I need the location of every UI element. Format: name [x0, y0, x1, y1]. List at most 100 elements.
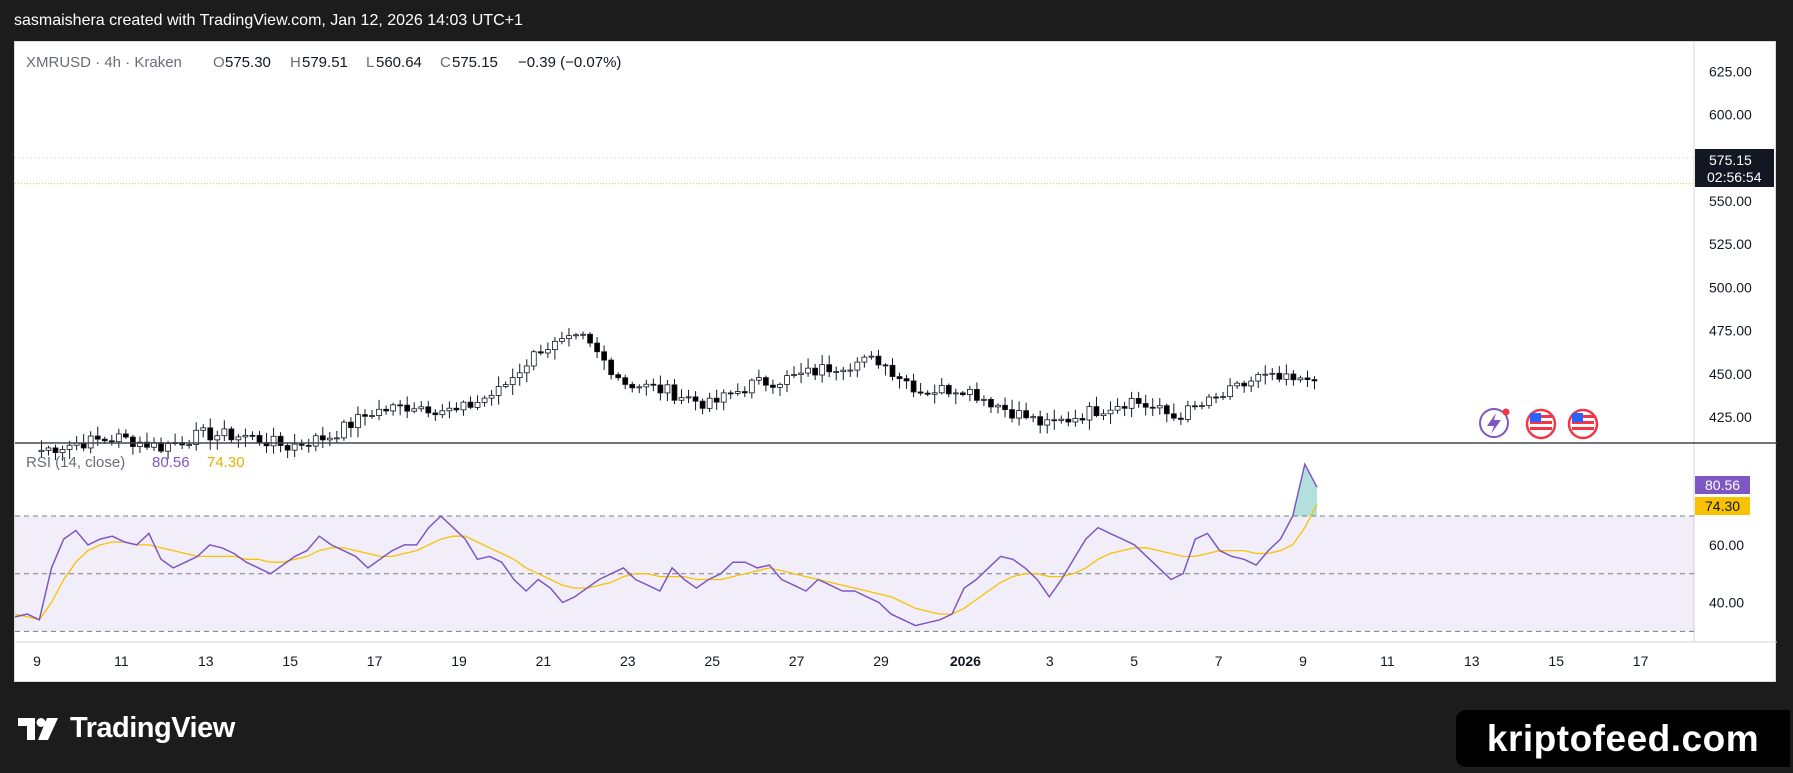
candle-body-up [1262, 373, 1269, 376]
candle [1227, 378, 1233, 400]
candle [186, 439, 193, 449]
candle-body-down [383, 408, 389, 412]
creator-credit: sasmaishera created with TradingView.com… [14, 12, 523, 29]
candle-body-down [1170, 413, 1177, 419]
candle-body-down [101, 438, 108, 442]
candle [488, 389, 495, 406]
candle-body-down [277, 435, 284, 446]
rsi-line [15, 462, 1318, 627]
candle [115, 428, 122, 448]
candle [137, 436, 143, 454]
us-flag-event-icon[interactable] [1525, 408, 1557, 440]
candle-body-up [1107, 409, 1114, 415]
candle-body-down [348, 421, 354, 428]
candle-body-up [59, 449, 66, 454]
candle [952, 388, 959, 405]
candle-body-down [298, 443, 305, 446]
candle-body-up [1220, 396, 1226, 399]
candle [727, 390, 734, 400]
candle-body-down [1163, 405, 1170, 415]
chart-svg[interactable]: 425.00 450.00 475.00 500.00 525.00 550.00 600.… [15, 42, 1777, 683]
price-grid [15, 156, 1694, 185]
candle-body-down [763, 377, 769, 386]
candle-body-up [1234, 382, 1240, 387]
candle-body-down [945, 384, 952, 395]
candle-body-up [1156, 405, 1163, 409]
candle-body-up [115, 433, 122, 443]
candle-body-down [671, 384, 678, 401]
candle-body-up [446, 407, 453, 412]
candle [615, 372, 622, 381]
candle-body-down [94, 435, 101, 440]
candle-body-down [1135, 397, 1142, 404]
candle [333, 430, 340, 444]
candle [59, 445, 66, 461]
time-tick-label: 25 [704, 653, 720, 669]
candle-body-up [784, 375, 790, 385]
candle-body-down [1276, 372, 1283, 380]
high-label: H [290, 54, 301, 71]
candle [826, 355, 833, 378]
candle [1156, 398, 1163, 415]
candle-body-down [622, 377, 629, 385]
candle [193, 422, 200, 451]
candle [671, 379, 678, 405]
candle [910, 373, 917, 398]
candle [861, 354, 868, 368]
candle [981, 395, 987, 407]
us-flag-event-icon[interactable] [1567, 408, 1599, 440]
chart-panel[interactable]: 425.00 450.00 475.00 500.00 525.00 550.00 600.… [14, 41, 1777, 683]
candle-body-up [664, 384, 671, 394]
candle-body-down [207, 427, 214, 441]
candle [608, 357, 615, 380]
lightning-event-icon[interactable] [1479, 408, 1510, 438]
candle-body-up [235, 436, 242, 441]
time-tick-label: 19 [451, 653, 467, 669]
candle-body-up [411, 408, 418, 412]
candle-body-up [270, 435, 277, 447]
event-icons[interactable] [1479, 408, 1599, 440]
tradingview-logo[interactable]: TradingView [18, 712, 235, 745]
candle-body-up [38, 449, 45, 453]
candle-body-up [242, 434, 249, 438]
candle [945, 383, 952, 398]
candle-body-up [1199, 405, 1205, 407]
candle [1128, 391, 1135, 418]
candle-body-up [1297, 377, 1304, 381]
time-tick-label: 9 [33, 653, 41, 669]
candle [228, 426, 235, 444]
candle-body-up [341, 421, 347, 439]
candle [1100, 409, 1107, 421]
candle-body-up [720, 392, 727, 403]
candle-body-down [1142, 403, 1149, 408]
candle-body-down [123, 433, 129, 438]
candle [390, 402, 396, 416]
candle [1185, 400, 1191, 423]
candle [959, 391, 966, 397]
candle-body-up [355, 414, 361, 428]
candle [291, 434, 298, 458]
candle-body-down [1192, 405, 1198, 408]
candle-body-down [144, 441, 150, 448]
candle-body-up [474, 401, 481, 408]
rsi-pane [15, 462, 1694, 632]
close-label: C [440, 54, 451, 71]
candle [1163, 403, 1170, 423]
candle [45, 445, 52, 456]
candle-body-down [108, 440, 115, 443]
candle [566, 328, 572, 347]
candle [411, 402, 418, 414]
candle-body-up [523, 365, 530, 374]
candle-body-down [594, 342, 600, 353]
time-tick-label: 11 [114, 653, 129, 669]
candle-body-up [931, 392, 938, 395]
candle-body-up [376, 408, 382, 416]
candle [312, 432, 319, 452]
time-tick-label: 21 [536, 653, 552, 669]
candle [221, 420, 228, 441]
candle [931, 384, 938, 404]
candle-body-down [692, 396, 699, 402]
candle-body-up [66, 444, 73, 450]
candle [1269, 368, 1276, 381]
candle-body-up [291, 443, 298, 451]
